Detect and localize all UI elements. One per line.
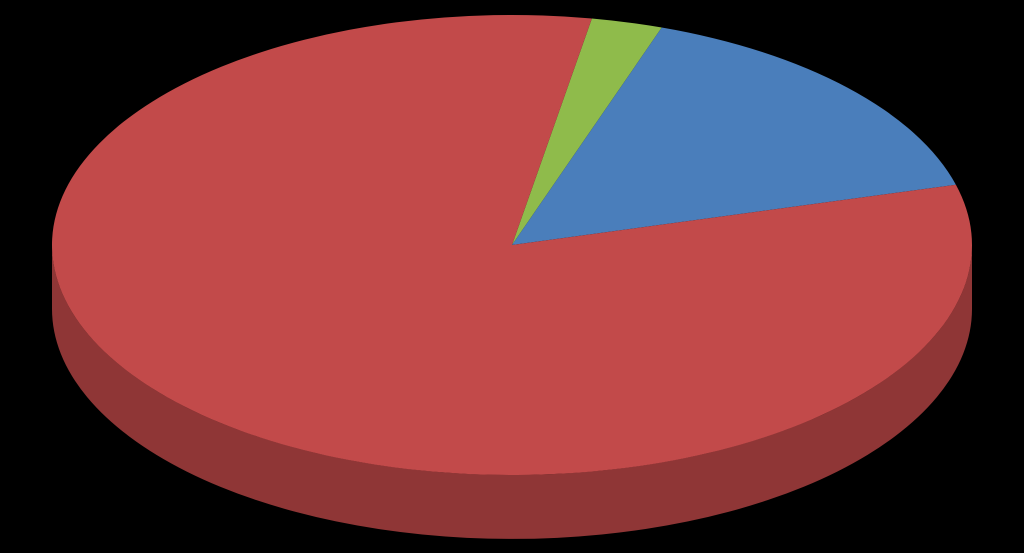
pie-chart (0, 0, 1024, 553)
